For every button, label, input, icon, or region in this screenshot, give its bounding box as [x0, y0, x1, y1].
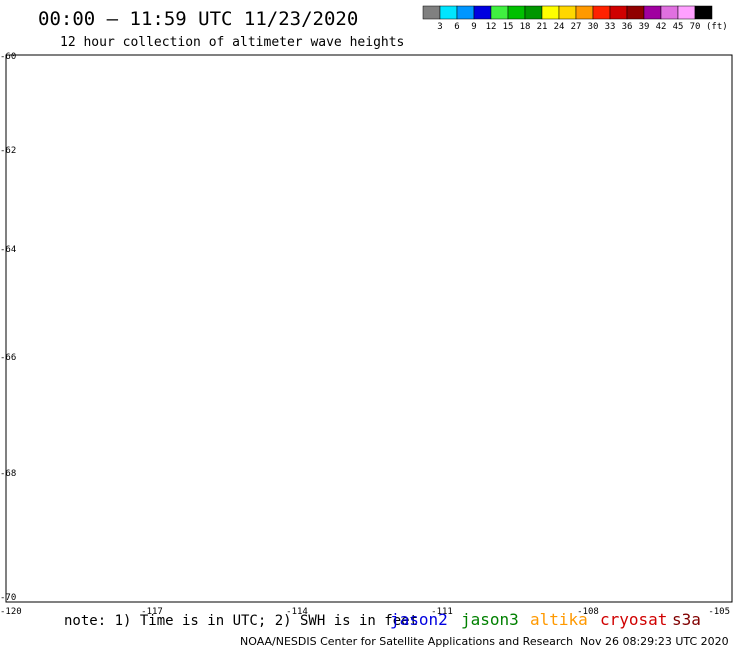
- latitude-label: -66: [0, 353, 16, 363]
- scale-swatch: [541, 5, 560, 20]
- scale-tick-label: 9: [471, 22, 476, 32]
- legend-altika: altika: [530, 610, 588, 629]
- scale-swatch: [677, 5, 696, 20]
- map-subtitle: 12 hour collection of altimeter wave hei…: [60, 35, 404, 50]
- scale-swatch: [643, 5, 662, 20]
- latitude-label: -64: [0, 245, 16, 255]
- scale-swatch: [524, 5, 543, 20]
- footer-credit: NOAA/NESDIS Center for Satellite Applica…: [240, 635, 573, 648]
- color-scale: 3 6 9 12 15 18 21 24 27 30 33 36 39 42 45 70 (ft): [422, 5, 728, 32]
- scale-unit-label: (ft): [706, 22, 728, 32]
- scale-swatch: [558, 5, 577, 20]
- pass-time-label: 0034: [452, 33, 483, 48]
- scale-tick-label: 24: [554, 22, 565, 32]
- axis-labels: -120 -117 -114 -111 -108 -105 -60 -62 -64 -66 -68 -…: [0, 52, 730, 617]
- scale-tick-label: 42: [656, 22, 667, 32]
- latitude-label: -62: [0, 146, 16, 156]
- map-title: 00:00 – 11:59 UTC 11/23/2020: [38, 8, 358, 30]
- scale-tick-label: 15: [503, 22, 514, 32]
- latitude-label: -60: [0, 52, 16, 62]
- plot-frame: [5, 54, 733, 603]
- scale-tick-label: 21: [537, 22, 548, 32]
- scale-swatch: [473, 5, 492, 20]
- longitude-label: -108: [577, 607, 599, 617]
- scale-tick-label: 27: [571, 22, 582, 32]
- longitude-label: -105: [708, 607, 730, 617]
- scale-tick-label: 6: [454, 22, 459, 32]
- longitude-label: -114: [286, 607, 308, 617]
- longitude-label: -111: [431, 607, 453, 617]
- scale-tick-label: 18: [520, 22, 531, 32]
- scale-swatch: [626, 5, 645, 20]
- wave-height-label: 8.57: [451, 35, 476, 47]
- scale-swatch: [592, 5, 611, 20]
- legend-s3a: s3a: [672, 610, 701, 629]
- scale-swatch: [575, 5, 594, 20]
- latitude-label: -70: [0, 593, 16, 603]
- scale-swatch: [422, 5, 441, 20]
- scale-swatch: [439, 5, 458, 20]
- legend-jason3: jason3: [461, 610, 519, 629]
- scale-tick-label: 70: [690, 22, 701, 32]
- legend-jason2: jason2: [390, 610, 448, 629]
- scale-swatch: [456, 5, 475, 20]
- scale-swatch: [694, 5, 713, 20]
- scale-swatch: [609, 5, 628, 20]
- scale-tick-label: 45: [673, 22, 684, 32]
- legend-cryosat: cryosat: [600, 610, 667, 629]
- scale-tick-label: 39: [639, 22, 650, 32]
- scale-swatch: [660, 5, 679, 20]
- scale-swatch: [507, 5, 526, 20]
- longitude-label: -120: [0, 607, 22, 617]
- latitude-label: -68: [0, 469, 16, 479]
- scale-swatch: [490, 5, 509, 20]
- footer-timestamp: Nov 26 08:29:23 UTC 2020: [580, 635, 729, 648]
- satellite-legend: jason2 jason3 altika cryosat s3a: [390, 610, 701, 629]
- scale-tick-label: 12: [486, 22, 497, 32]
- scale-tick-label: 3: [437, 22, 442, 32]
- longitude-label: -117: [141, 607, 163, 617]
- scale-tick-label: 36: [622, 22, 633, 32]
- units-note: note: 1) Time is in UTC; 2) SWH is in fe…: [64, 613, 418, 629]
- wave-height-label: 10.16: [449, 35, 481, 47]
- scale-tick-label: 33: [605, 22, 616, 32]
- scale-tick-label: 30: [588, 22, 599, 32]
